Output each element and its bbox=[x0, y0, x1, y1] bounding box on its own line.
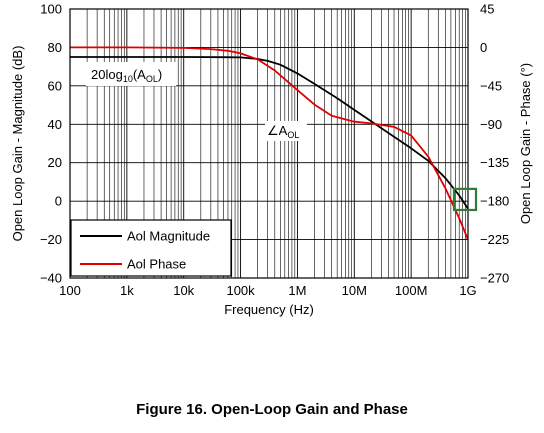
y-left-tick-label: 100 bbox=[40, 2, 62, 17]
x-tick-label: 1M bbox=[288, 283, 306, 298]
y-left-axis-title: Open Loop Gain - Magnitude (dB) bbox=[10, 46, 25, 242]
axis-labels: Frequency (Hz) Open Loop Gain - Magnitude… bbox=[10, 46, 533, 317]
x-tick-label: 10k bbox=[173, 283, 194, 298]
magnitude-label-base: 20log bbox=[91, 67, 123, 82]
phase-label: ∠AOL bbox=[267, 123, 299, 140]
legend-label: Aol Magnitude bbox=[127, 229, 210, 244]
y-right-tick-label: −180 bbox=[480, 194, 509, 209]
phase-curve bbox=[70, 46, 469, 240]
x-tick-label: 100k bbox=[226, 283, 255, 298]
y-left-tick-label: 0 bbox=[55, 194, 62, 209]
legend-box bbox=[70, 219, 232, 277]
annotations: 20log10(AOL)∠AOL bbox=[86, 62, 478, 212]
magnitude-label: 20log10(AOL) bbox=[91, 67, 162, 84]
x-tick-label: 1k bbox=[120, 283, 134, 298]
y-right-tick-label: −135 bbox=[480, 155, 509, 170]
open-loop-gain-phase-chart: 100 1k 10k 100k 1M 10M 100M 1G100806040200−20−4… bbox=[10, 2, 533, 318]
magnitude-curve bbox=[70, 56, 469, 210]
x-tick-label: 100 bbox=[59, 283, 81, 298]
y-left-tick-label: 80 bbox=[48, 40, 62, 55]
y-right-tick-label: 45 bbox=[480, 2, 494, 17]
magnitude-label-open: (A bbox=[133, 67, 146, 82]
y-right-tick-label: −270 bbox=[480, 271, 509, 286]
y-right-axis-title: Open Loop Gain - Phase (°) bbox=[518, 63, 533, 224]
x-tick-label: 1G bbox=[459, 283, 476, 298]
legend-label: Aol Phase bbox=[127, 257, 186, 272]
highlight-box bbox=[452, 187, 478, 212]
legend: Aol Magnitude Aol Phase bbox=[70, 219, 232, 277]
magnitude-label-subscript: 10 bbox=[123, 74, 133, 84]
phase-label-base: ∠A bbox=[267, 123, 288, 138]
y-right-tick-label: −45 bbox=[480, 78, 502, 93]
y-right-tick-label: 0 bbox=[480, 40, 487, 55]
x-axis-title: Frequency (Hz) bbox=[224, 302, 314, 317]
x-tick-label: 100M bbox=[395, 283, 428, 298]
x-tick-label: 10M bbox=[342, 283, 367, 298]
y-left-tick-label: −20 bbox=[40, 232, 62, 247]
phase-label-subscript: OL bbox=[287, 130, 299, 140]
y-right-tick-label: −225 bbox=[480, 232, 509, 247]
magnitude-label-close: ) bbox=[158, 67, 162, 82]
y-left-tick-label: 60 bbox=[48, 78, 62, 93]
y-left-tick-label: 20 bbox=[48, 155, 62, 170]
tick-labels: 100 1k 10k 100k 1M 10M 100M 1G100806040200−20−4… bbox=[40, 2, 509, 299]
figure-caption: Figure 16. Open-Loop Gain and Phase bbox=[136, 401, 408, 418]
magnitude-label-background bbox=[86, 62, 176, 86]
y-left-tick-label: −40 bbox=[40, 271, 62, 286]
y-left-tick-label: 40 bbox=[48, 117, 62, 132]
plot-area-border bbox=[69, 8, 469, 279]
y-right-tick-label: −90 bbox=[480, 117, 502, 132]
magnitude-label-subscript-ol: OL bbox=[146, 74, 158, 84]
phase-label-background bbox=[265, 121, 307, 141]
plot-curves bbox=[70, 46, 469, 240]
